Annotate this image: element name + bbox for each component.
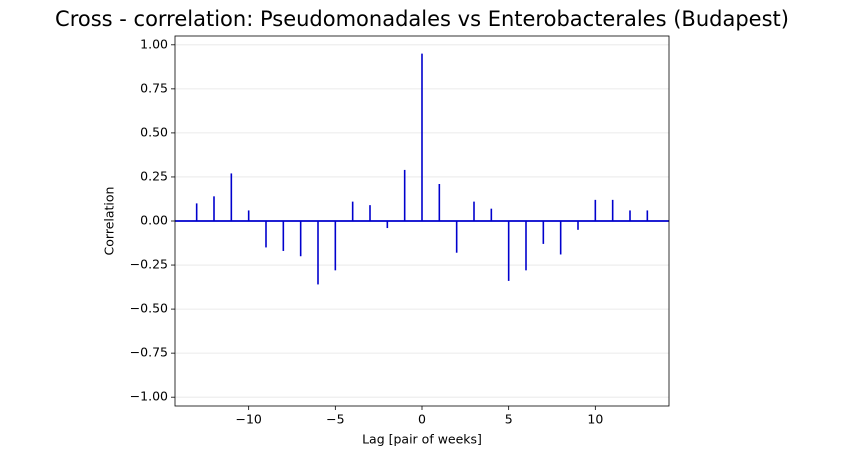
y-tick-label: −0.75 <box>130 345 168 360</box>
y-tick-label: 0.50 <box>140 124 168 139</box>
chart-title: Cross - correlation: Pseudomonadales vs … <box>55 7 789 31</box>
x-tick-label: −5 <box>326 412 344 427</box>
y-tick-label: 0.75 <box>140 80 168 95</box>
x-tick-label: 10 <box>587 412 603 427</box>
y-tick-label: 0.00 <box>140 213 168 228</box>
y-tick-label: −0.25 <box>130 257 168 272</box>
x-tick-label: 0 <box>418 412 426 427</box>
x-tick-label: 5 <box>505 412 513 427</box>
x-tick-label: −10 <box>235 412 261 427</box>
y-tick-label: −0.50 <box>130 301 168 316</box>
y-tick-label: 0.25 <box>140 168 168 183</box>
plot-frame <box>174 35 670 407</box>
y-tick-label: −1.00 <box>130 389 168 404</box>
y-tick-label: 1.00 <box>140 36 168 51</box>
x-axis-label: Lag [pair of weeks] <box>362 432 482 447</box>
y-axis-label: Correlation <box>102 187 117 256</box>
